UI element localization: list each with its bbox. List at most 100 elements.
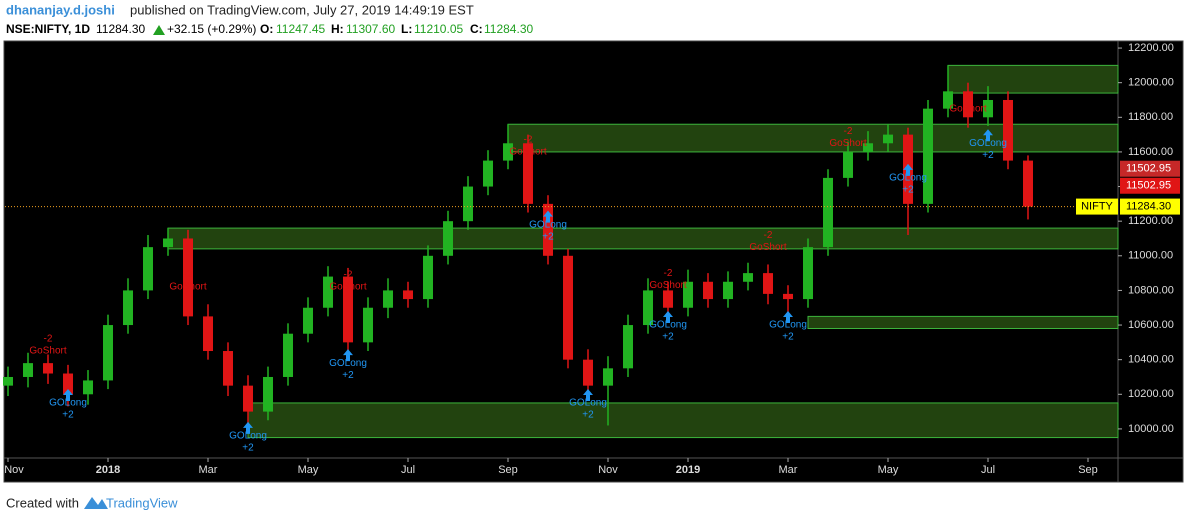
- price-tag: [1120, 177, 1180, 194]
- annotation-label: GOLong: [329, 358, 367, 369]
- x-tick-label: Nov: [598, 464, 618, 476]
- y-tick-label: 12000.00: [1128, 77, 1174, 89]
- signal-arrow: [243, 421, 253, 434]
- candle-body: [983, 99, 993, 118]
- candle-body: [503, 143, 513, 161]
- candle-body: [343, 276, 353, 343]
- annotation-tag: +2: [782, 332, 794, 343]
- candle-body: [823, 177, 833, 248]
- x-tick-label: Sep: [1078, 464, 1098, 476]
- candle-body: [243, 385, 253, 412]
- x-tick-label: Jul: [401, 464, 415, 476]
- symbol-tag: [1076, 198, 1118, 215]
- annotation-tag: +2: [582, 410, 594, 421]
- candle-body: [603, 368, 613, 386]
- candle-body: [63, 373, 73, 395]
- annotation-tag: +2: [902, 185, 914, 196]
- y-tick-label: 11800.00: [1128, 111, 1173, 123]
- y-tick-label: 11000.00: [1128, 250, 1173, 262]
- annotation-tag: +2: [982, 150, 994, 161]
- annotation-label: GOLong: [969, 138, 1007, 149]
- y-tick-label: 11600.00: [1128, 146, 1173, 158]
- annotation-label: GOLong: [49, 398, 87, 409]
- candle-body: [263, 376, 273, 412]
- annotation-label: GoShort: [29, 346, 66, 357]
- candle-body: [863, 143, 873, 152]
- annotation-label: GoShort: [169, 282, 206, 293]
- y-tick-label: 10800.00: [1128, 284, 1174, 296]
- candle-body: [703, 281, 713, 300]
- candle-body: [143, 247, 153, 291]
- annotation-tag: -2: [524, 135, 533, 146]
- plot: 10000.00 10200.00 10400.00 10600.00 10800.00…: [3, 42, 1180, 476]
- signal-arrow: [783, 311, 793, 324]
- candle-body: [683, 281, 693, 308]
- l-label: L:: [401, 22, 412, 36]
- candle-body: [3, 376, 13, 386]
- annotation-label: GOLong: [769, 320, 807, 331]
- annotation-tag: +2: [242, 442, 254, 453]
- annotation-label: GoShort: [649, 280, 686, 291]
- y-tick-label: 10200.00: [1128, 388, 1174, 400]
- candle-body: [1003, 99, 1013, 161]
- change: +32.15 (+0.29%): [167, 22, 256, 36]
- candle-body: [83, 380, 93, 395]
- candle-body: [923, 108, 933, 204]
- annotation-tag: +2: [662, 332, 674, 343]
- annotation-tag: -2: [184, 270, 193, 281]
- l-value: 11210.05: [414, 22, 463, 36]
- x-tick-label: Mar: [779, 464, 798, 476]
- candle-body: [103, 325, 113, 381]
- h-value: 11307.60: [346, 22, 395, 36]
- candle-body: [223, 351, 233, 386]
- candle-body: [563, 255, 573, 360]
- annotation-label: GOLong: [889, 173, 927, 184]
- candle-body: [323, 276, 333, 308]
- y-tick-label: 11200.00: [1128, 215, 1173, 227]
- candle-body: [623, 325, 633, 369]
- c-value: 11284.30: [484, 22, 533, 36]
- price-tag-label: 11502.95: [1126, 163, 1171, 175]
- y-tick-label: 10600.00: [1128, 319, 1174, 331]
- candle-body: [523, 143, 533, 204]
- candle-body: [303, 307, 313, 334]
- candle-body: [963, 91, 973, 118]
- logo: [84, 497, 108, 509]
- author: dhananjay.d.joshi: [6, 2, 115, 17]
- candle-body: [363, 307, 373, 343]
- last-price-label: 11284.30: [1126, 200, 1171, 212]
- zone: [807, 315, 1119, 330]
- candle-body: [663, 290, 673, 308]
- candle-body: [463, 186, 473, 222]
- annotation-label: GoShort: [749, 242, 786, 253]
- y-tick-label: 10000.00: [1128, 423, 1174, 435]
- candle-body: [403, 290, 413, 300]
- candle-body: [443, 221, 453, 256]
- published: published on TradingView.com, July 27, 2…: [130, 2, 474, 17]
- zone: [167, 227, 1119, 250]
- signal-arrow: [903, 163, 913, 176]
- last: 11284.30: [96, 22, 145, 36]
- x-tick-label: Sep: [498, 464, 518, 476]
- annotation-tag: -2: [44, 334, 53, 345]
- x-tick-label: May: [298, 464, 319, 476]
- o-value: 11247.45: [276, 22, 325, 36]
- zone: [947, 64, 1119, 94]
- signal-arrow: [63, 388, 73, 401]
- candle-body: [483, 160, 493, 187]
- footer-brand: TradingView: [106, 495, 178, 510]
- candle-body: [163, 238, 173, 248]
- symbol: NSE:NIFTY, 1D: [6, 22, 90, 36]
- up-arrow: [153, 25, 165, 35]
- annotation-tag: +2: [342, 370, 354, 381]
- candle-body: [883, 134, 893, 144]
- candle-body: [743, 273, 753, 282]
- symbol-name: NIFTY: [1081, 200, 1113, 212]
- candle-body: [643, 290, 653, 326]
- annotation-label: GOLong: [649, 320, 687, 331]
- annotation-label: GOLong: [529, 219, 567, 230]
- annotation-label: GOLong: [569, 398, 607, 409]
- x-tick-label: Nov: [4, 464, 24, 476]
- annotation-label: GOLong: [229, 430, 267, 441]
